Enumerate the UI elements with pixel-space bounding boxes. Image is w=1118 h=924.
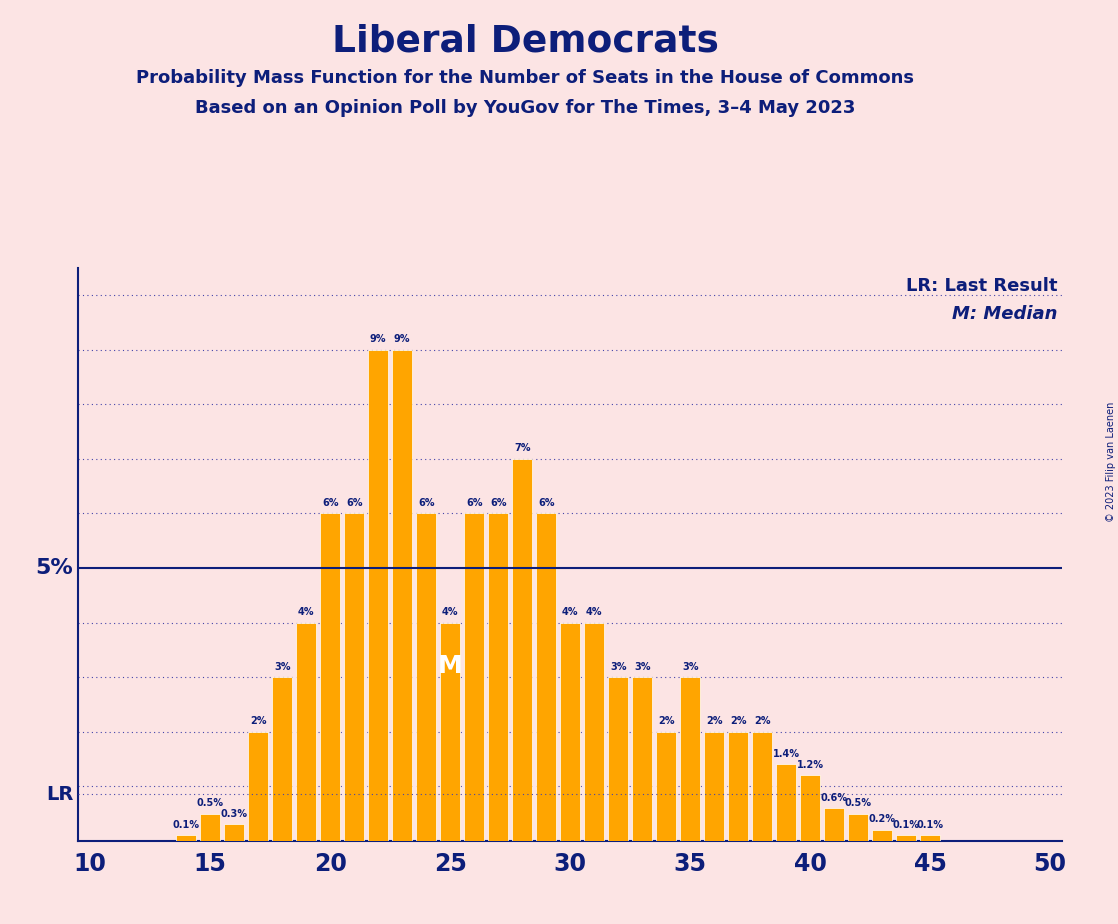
Text: 6%: 6% (345, 498, 362, 508)
Text: 4%: 4% (562, 607, 578, 617)
Text: 4%: 4% (299, 607, 314, 617)
Text: Liberal Democrats: Liberal Democrats (332, 23, 719, 59)
Bar (608, 677, 628, 841)
Text: 5%: 5% (36, 558, 74, 578)
Text: Based on an Opinion Poll by YouGov for The Times, 3–4 May 2023: Based on an Opinion Poll by YouGov for T… (196, 99, 855, 116)
Text: 2%: 2% (754, 716, 770, 726)
Text: 1.4%: 1.4% (773, 749, 799, 759)
Text: LR: LR (46, 785, 74, 804)
Text: 9%: 9% (394, 334, 410, 345)
Bar (656, 732, 676, 841)
Bar (560, 623, 580, 841)
Bar (487, 514, 509, 841)
Bar (224, 824, 245, 841)
Text: M: Median: M: Median (951, 305, 1058, 323)
Text: 2%: 2% (705, 716, 722, 726)
Bar (368, 350, 388, 841)
Bar (416, 514, 436, 841)
Text: 6%: 6% (466, 498, 483, 508)
Text: 0.3%: 0.3% (220, 809, 248, 819)
Text: 3%: 3% (634, 662, 651, 672)
Text: 3%: 3% (274, 662, 291, 672)
Bar (872, 830, 892, 841)
Text: 6%: 6% (322, 498, 339, 508)
Bar (800, 775, 821, 841)
Bar (296, 623, 316, 841)
Bar (320, 514, 340, 841)
Text: Probability Mass Function for the Number of Seats in the House of Commons: Probability Mass Function for the Number… (136, 69, 915, 87)
Bar (920, 835, 940, 841)
Bar (392, 350, 413, 841)
Text: © 2023 Filip van Laenen: © 2023 Filip van Laenen (1106, 402, 1116, 522)
Bar (776, 764, 796, 841)
Bar (728, 732, 748, 841)
Text: 7%: 7% (514, 444, 530, 454)
Bar (847, 813, 869, 841)
Bar (200, 813, 220, 841)
Text: 6%: 6% (418, 498, 435, 508)
Bar (248, 732, 268, 841)
Bar (584, 623, 605, 841)
Text: 2%: 2% (657, 716, 674, 726)
Text: 0.1%: 0.1% (892, 820, 920, 830)
Bar (176, 835, 197, 841)
Bar (824, 808, 844, 841)
Text: 2%: 2% (730, 716, 747, 726)
Text: 0.1%: 0.1% (917, 820, 944, 830)
Bar (440, 623, 461, 841)
Text: 2%: 2% (250, 716, 266, 726)
Bar (536, 514, 557, 841)
Text: 0.6%: 0.6% (821, 793, 847, 803)
Bar (632, 677, 653, 841)
Text: 9%: 9% (370, 334, 387, 345)
Bar (512, 459, 532, 841)
Text: 3%: 3% (610, 662, 626, 672)
Text: 0.2%: 0.2% (869, 814, 896, 824)
Bar (344, 514, 364, 841)
Text: 0.1%: 0.1% (173, 820, 200, 830)
Text: LR: Last Result: LR: Last Result (906, 276, 1058, 295)
Text: M: M (438, 654, 463, 678)
Text: 4%: 4% (442, 607, 458, 617)
Text: 6%: 6% (490, 498, 506, 508)
Bar (752, 732, 773, 841)
Bar (896, 835, 917, 841)
Text: 6%: 6% (538, 498, 555, 508)
Text: 0.5%: 0.5% (197, 798, 224, 808)
Text: 3%: 3% (682, 662, 699, 672)
Text: 1.2%: 1.2% (797, 760, 824, 770)
Text: 0.5%: 0.5% (844, 798, 872, 808)
Bar (704, 732, 724, 841)
Bar (272, 677, 293, 841)
Bar (680, 677, 700, 841)
Text: 4%: 4% (586, 607, 603, 617)
Bar (464, 514, 484, 841)
